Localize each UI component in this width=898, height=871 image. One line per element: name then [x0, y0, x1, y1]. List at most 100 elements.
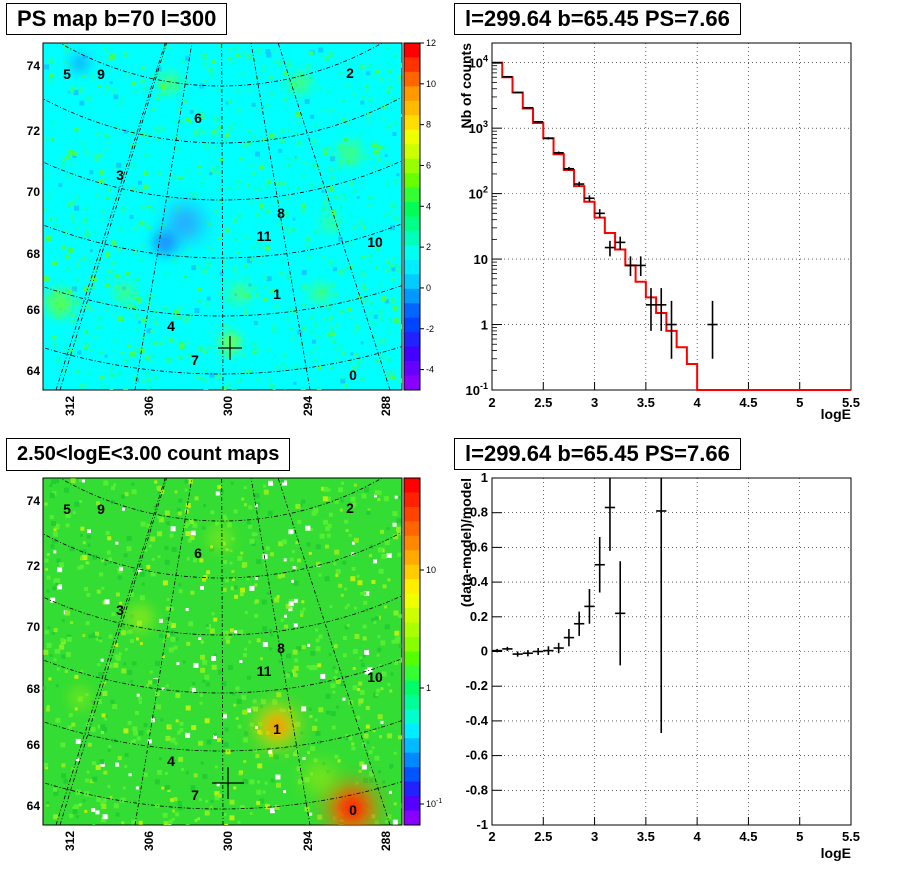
map-pixel	[56, 667, 60, 671]
map-pixel	[394, 660, 399, 665]
map-pixel	[199, 114, 205, 120]
map-pixel	[153, 374, 159, 380]
map-pixel	[396, 531, 401, 536]
map-pixel	[172, 809, 176, 813]
map-pixel	[367, 667, 373, 673]
map-pixel	[366, 740, 370, 744]
map-pixel	[49, 73, 54, 78]
map-pixel	[184, 488, 188, 492]
map-pixel	[148, 544, 152, 548]
map-pixel	[293, 364, 299, 370]
map-pixel	[229, 799, 235, 805]
map-pixel	[346, 121, 350, 125]
map-pixel	[253, 749, 257, 753]
map-pixel	[389, 123, 393, 127]
map-pixel	[99, 572, 104, 577]
map-pixel	[372, 729, 376, 733]
map-pixel	[111, 240, 117, 246]
map-pixel	[376, 688, 381, 693]
map-pixel	[382, 780, 386, 784]
map-pixel	[234, 44, 240, 50]
residual-point	[594, 536, 605, 593]
map-pixel	[93, 268, 97, 272]
map-pixel	[329, 175, 335, 181]
map-pixel	[198, 240, 202, 244]
map-latitude-line	[43, 531, 402, 579]
map-pixel	[121, 172, 125, 176]
map-pixel	[325, 501, 329, 505]
map-pixel	[255, 212, 260, 217]
map-pixel	[274, 304, 279, 309]
map-x-tick-label: 312	[63, 396, 77, 416]
map-pixel	[308, 77, 313, 82]
y-tick-label: 102	[469, 185, 488, 202]
map-pixel	[325, 526, 331, 532]
map-pixel	[267, 134, 272, 139]
map-pixel	[170, 636, 176, 642]
map-pixel	[132, 726, 138, 732]
map-pixel	[293, 623, 298, 628]
map-pixel	[336, 323, 340, 327]
y-tick-label: 10	[474, 252, 488, 267]
map-pixel	[146, 328, 152, 334]
colorbar-bin	[404, 492, 420, 508]
map-pixel	[352, 648, 358, 654]
map-pixel	[218, 237, 222, 241]
map-pixel	[358, 698, 364, 704]
map-pixel	[397, 552, 402, 557]
map-pixel	[392, 203, 398, 209]
colorbar-bin	[404, 245, 420, 261]
map-pixel	[72, 313, 77, 318]
map-pixel	[48, 677, 52, 681]
map-pixel	[312, 725, 318, 731]
map-pixel	[277, 574, 282, 579]
map-pixel	[104, 147, 108, 151]
map-pixel	[145, 356, 150, 361]
map-pixel	[291, 157, 296, 162]
map-pixel	[331, 171, 335, 175]
map-pixel	[197, 110, 203, 116]
map-pixel	[172, 175, 177, 180]
map-pixel	[334, 670, 338, 674]
map-pixel	[296, 156, 300, 160]
map-pixel	[384, 540, 390, 546]
source-label-6: 6	[194, 110, 202, 126]
map-pixel	[88, 260, 92, 264]
map-pixel	[385, 820, 389, 824]
map-pixel	[82, 799, 86, 803]
map-pixel	[362, 654, 366, 658]
map-pixel	[133, 730, 139, 736]
map-pixel	[294, 749, 299, 754]
map-pixel	[100, 375, 105, 380]
map-pixel	[203, 350, 207, 354]
colorbar-tick-label: 6	[426, 160, 431, 170]
map-pixel	[43, 137, 47, 141]
map-pixel	[386, 369, 391, 374]
map-pixel	[288, 708, 292, 712]
map-pixel	[162, 639, 166, 643]
map-pixel	[317, 86, 322, 91]
map-pixel	[134, 297, 138, 301]
map-pixel	[196, 374, 202, 380]
map-pixel	[355, 224, 359, 228]
map-pixel	[377, 714, 383, 720]
map-pixel	[44, 276, 50, 282]
map-pixel	[342, 560, 347, 565]
map-pixel	[126, 303, 132, 309]
map-pixel	[103, 770, 108, 775]
map-pixel	[310, 746, 316, 752]
map-pixel	[249, 779, 255, 785]
map-pixel	[294, 156, 298, 160]
map-pixel	[269, 379, 273, 383]
map-pixel	[351, 92, 356, 97]
map-pixel	[49, 484, 53, 488]
map-pixel	[111, 486, 116, 491]
map-x-tick-label: 294	[301, 396, 315, 416]
map-pixel	[306, 542, 311, 547]
map-y-tick-label: 70	[27, 185, 41, 199]
map-pixel	[386, 160, 392, 166]
map-pixel	[254, 493, 260, 499]
map-pixel	[199, 83, 205, 89]
